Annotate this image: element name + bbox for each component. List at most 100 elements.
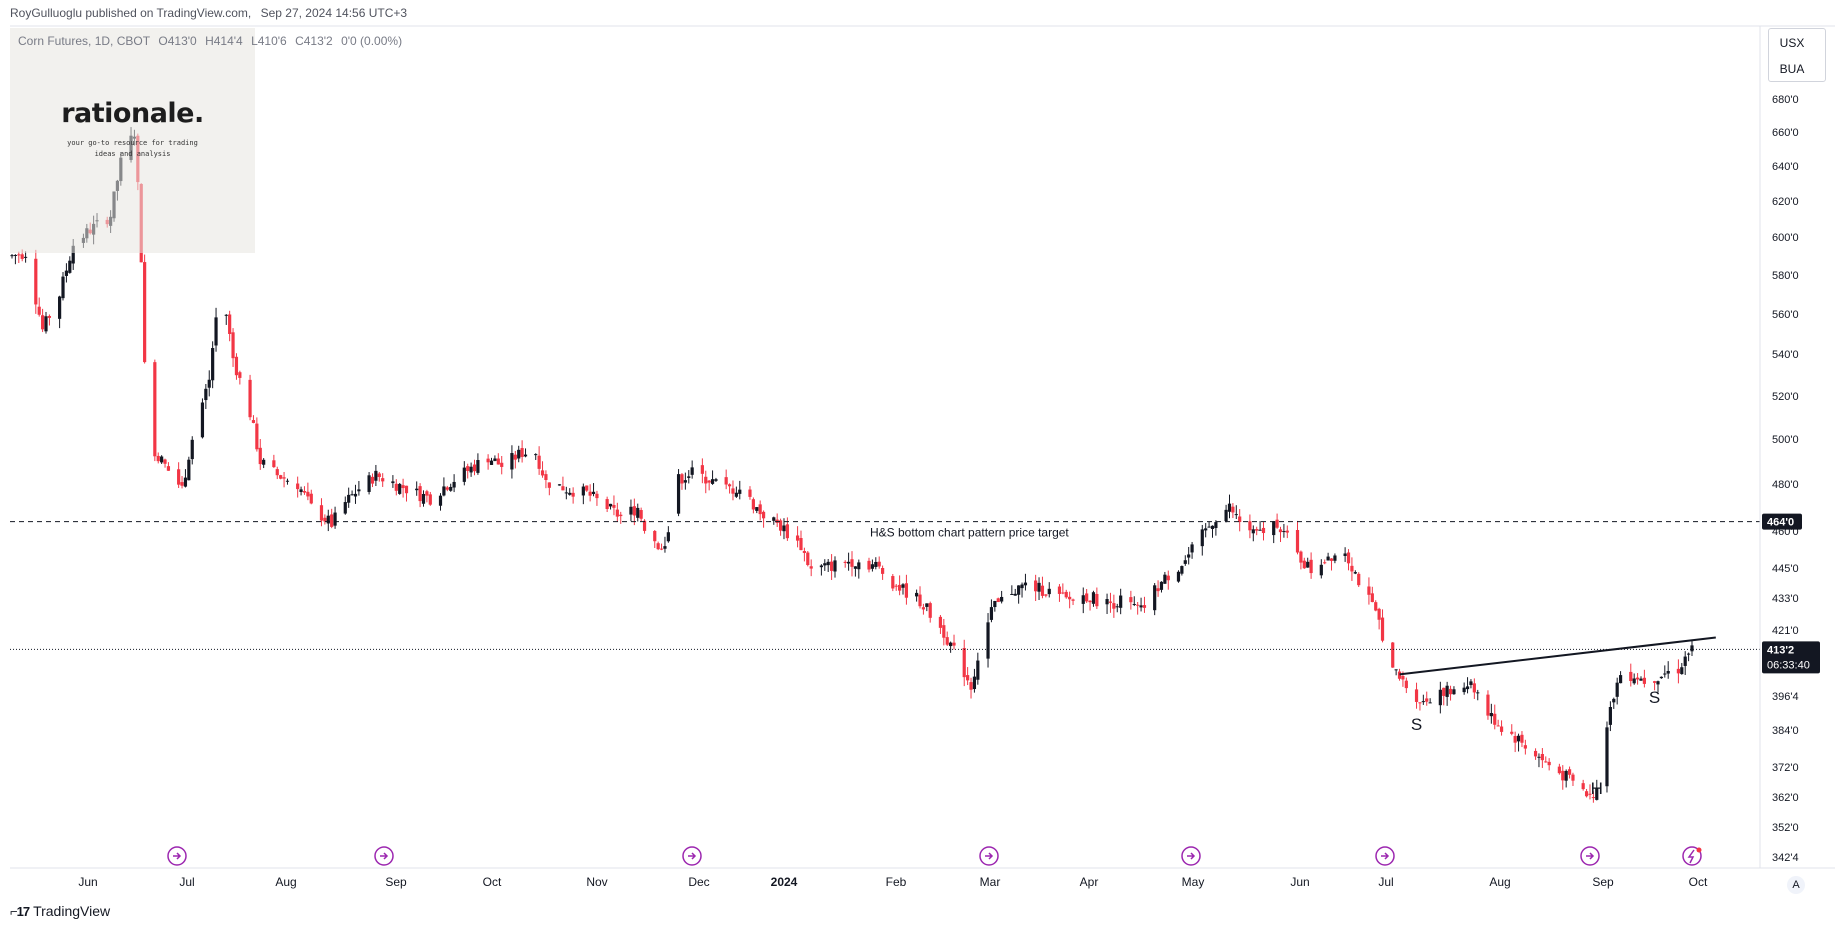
author-label: RoyGulluoglu published on TradingView.co… [10,6,252,20]
candle [1153,583,1157,616]
event-arrow-icon[interactable] [1181,846,1201,866]
ohlc-open: O413'0 [158,34,197,48]
candle [47,314,52,326]
candle [418,483,422,508]
y-tick-label: 352'0 [1772,822,1799,834]
watermark-logo-word: rationale. [61,98,204,129]
price-axis[interactable]: 342'4352'0362'0372'0384'0396'4409'0421'0… [1772,94,1799,864]
event-arrow-icon[interactable] [1580,846,1600,866]
candle [1397,668,1402,681]
candle [1581,779,1585,791]
candle [1108,592,1113,613]
earnings-flash-icon[interactable] [1682,846,1702,866]
candle [1656,680,1660,693]
candle [421,490,426,507]
candle [1302,557,1306,569]
y-tick-label: 660'0 [1772,127,1799,139]
candle [809,559,813,577]
tradingview-footer[interactable]: ⌐17 TradingView [10,903,110,919]
x-tick-label: Nov [586,875,607,889]
candle [61,272,65,301]
y-tick-label: 620'0 [1772,196,1799,208]
candle [1085,589,1089,603]
candle [1404,677,1408,694]
candle [37,297,41,317]
candle [683,472,687,490]
event-arrow-icon[interactable] [374,846,394,866]
candle [1544,756,1548,763]
candle [1207,521,1211,528]
candle [989,599,994,623]
candle [1350,557,1354,581]
x-tick-label: Oct [483,875,502,889]
candle [258,439,262,470]
candle [734,486,738,498]
y-tick-label: 500'0 [1772,434,1799,446]
watermark-tagline-line-2: ideas and analysis [94,150,171,158]
x-tick-label: 2024 [771,875,798,889]
candle [676,469,681,517]
time-axis[interactable]: Jun Jul Aug Sep Oct Nov Dec 2024 Feb Mar Apr May Jun… [78,875,1708,889]
candle [489,457,494,465]
candle [639,507,643,522]
candle [234,353,239,380]
event-arrow-icon[interactable] [682,846,702,866]
candle [605,496,609,513]
candle [425,489,429,503]
candle [714,477,718,482]
candle [1204,523,1208,538]
event-arrow-icon[interactable] [979,846,999,866]
candle [724,469,728,490]
candle [782,518,786,540]
candle [513,450,517,469]
neckline-line[interactable] [1399,636,1716,676]
candle [1564,769,1568,788]
candle [1180,565,1184,576]
economic-events-row[interactable] [167,846,1702,866]
y-tick-label: 396'4 [1772,691,1799,703]
symbol-legend[interactable]: Corn Futures, 1D, CBOT O413'0 H414'4 L41… [18,34,407,48]
candle [867,557,871,573]
candle [656,541,660,551]
auto-scale-button[interactable]: A [1787,876,1805,894]
event-arrow-icon[interactable] [167,846,187,866]
candle [1238,509,1242,532]
candle [877,556,881,569]
candle [612,495,616,516]
candle [1683,651,1687,675]
candle [1064,589,1068,599]
candle [1472,678,1476,699]
candle [1044,594,1048,598]
candle [853,566,858,577]
x-tick-label: Aug [1489,875,1510,889]
candle [727,483,732,494]
candle [272,454,276,468]
candle [547,482,551,496]
rationale-watermark: rationale. your go-to resource for tradi… [10,28,255,253]
candle [166,462,171,471]
candle [224,314,228,325]
candle [1323,559,1327,565]
candle [1499,720,1504,736]
currency-button[interactable]: USX [1779,36,1805,50]
y-tick-label: 600'0 [1772,232,1799,244]
unit-button[interactable]: BUA [1779,62,1805,76]
candle [1642,669,1646,688]
symbol-title[interactable]: Corn Futures, 1D, CBOT [18,34,151,48]
candle [398,482,402,495]
candle [1017,585,1021,604]
neckline-trendline[interactable] [1399,636,1716,676]
candle [1476,689,1480,701]
event-arrow-icon[interactable] [1375,846,1395,866]
candle [64,263,69,283]
candle [969,677,973,699]
currency-unit-box[interactable] [1768,28,1826,82]
y-tick-label: 421'0 [1772,625,1799,637]
candle [1258,521,1262,531]
candle [279,474,283,480]
candle [680,473,684,490]
candle [1547,758,1551,771]
candle [928,601,932,623]
y-tick-label: 362'0 [1772,792,1799,804]
